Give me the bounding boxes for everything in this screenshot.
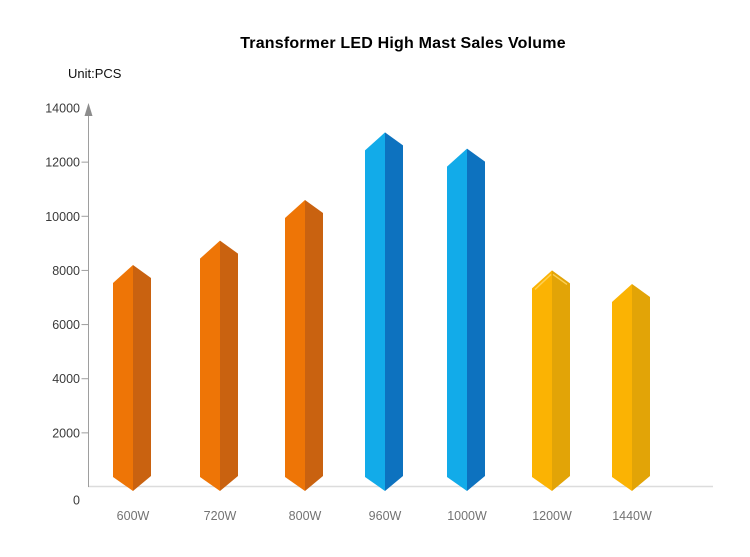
bar-960W-left-face (365, 132, 385, 491)
bar-1440W-left-face (612, 283, 632, 491)
x-axis-label-1200W: 1200W (532, 509, 572, 523)
bar-960W-right-face (385, 132, 403, 491)
bar-1000W-left-face (447, 148, 467, 491)
chart-title: Transformer LED High Mast Sales Volume (240, 35, 566, 52)
y-axis-label-2000: 2000 (52, 426, 80, 440)
y-axis-label-4000: 4000 (52, 372, 80, 386)
x-axis-label-800W: 800W (289, 509, 322, 523)
y-axis-label-12000: 12000 (45, 156, 80, 170)
x-axis-label-720W: 720W (204, 509, 237, 523)
x-axis-label-1000W: 1000W (447, 509, 487, 523)
bar-800W-right-face (305, 200, 323, 492)
bar-720W-left-face (200, 240, 220, 491)
y-axis-label-6000: 6000 (52, 318, 80, 332)
bar-600W-right-face (133, 265, 151, 491)
unit-label: Unit:PCS (68, 66, 122, 81)
bar-1200W-cap-highlight (552, 273, 568, 285)
bar-1200W-right-face (552, 270, 570, 491)
y-axis-label-14000: 14000 (45, 102, 80, 116)
bar-1000W-right-face (467, 148, 485, 491)
bar-720W-right-face (220, 240, 238, 491)
x-axis-label-1440W: 1440W (612, 509, 652, 523)
x-axis-label-960W: 960W (369, 509, 402, 523)
y-axis-arrow-icon (84, 103, 93, 116)
y-axis-label-0: 0 (73, 494, 80, 508)
bar-800W-left-face (285, 200, 305, 492)
x-axis-label-600W: 600W (117, 509, 150, 523)
y-axis-label-10000: 10000 (45, 210, 80, 224)
bar-600W-left-face (113, 265, 133, 491)
y-axis-label-8000: 8000 (52, 264, 80, 278)
bar-1440W-right-face (632, 283, 650, 491)
bar-1200W-left-face (532, 270, 552, 491)
bar-1200W-cap-highlight (534, 273, 552, 290)
